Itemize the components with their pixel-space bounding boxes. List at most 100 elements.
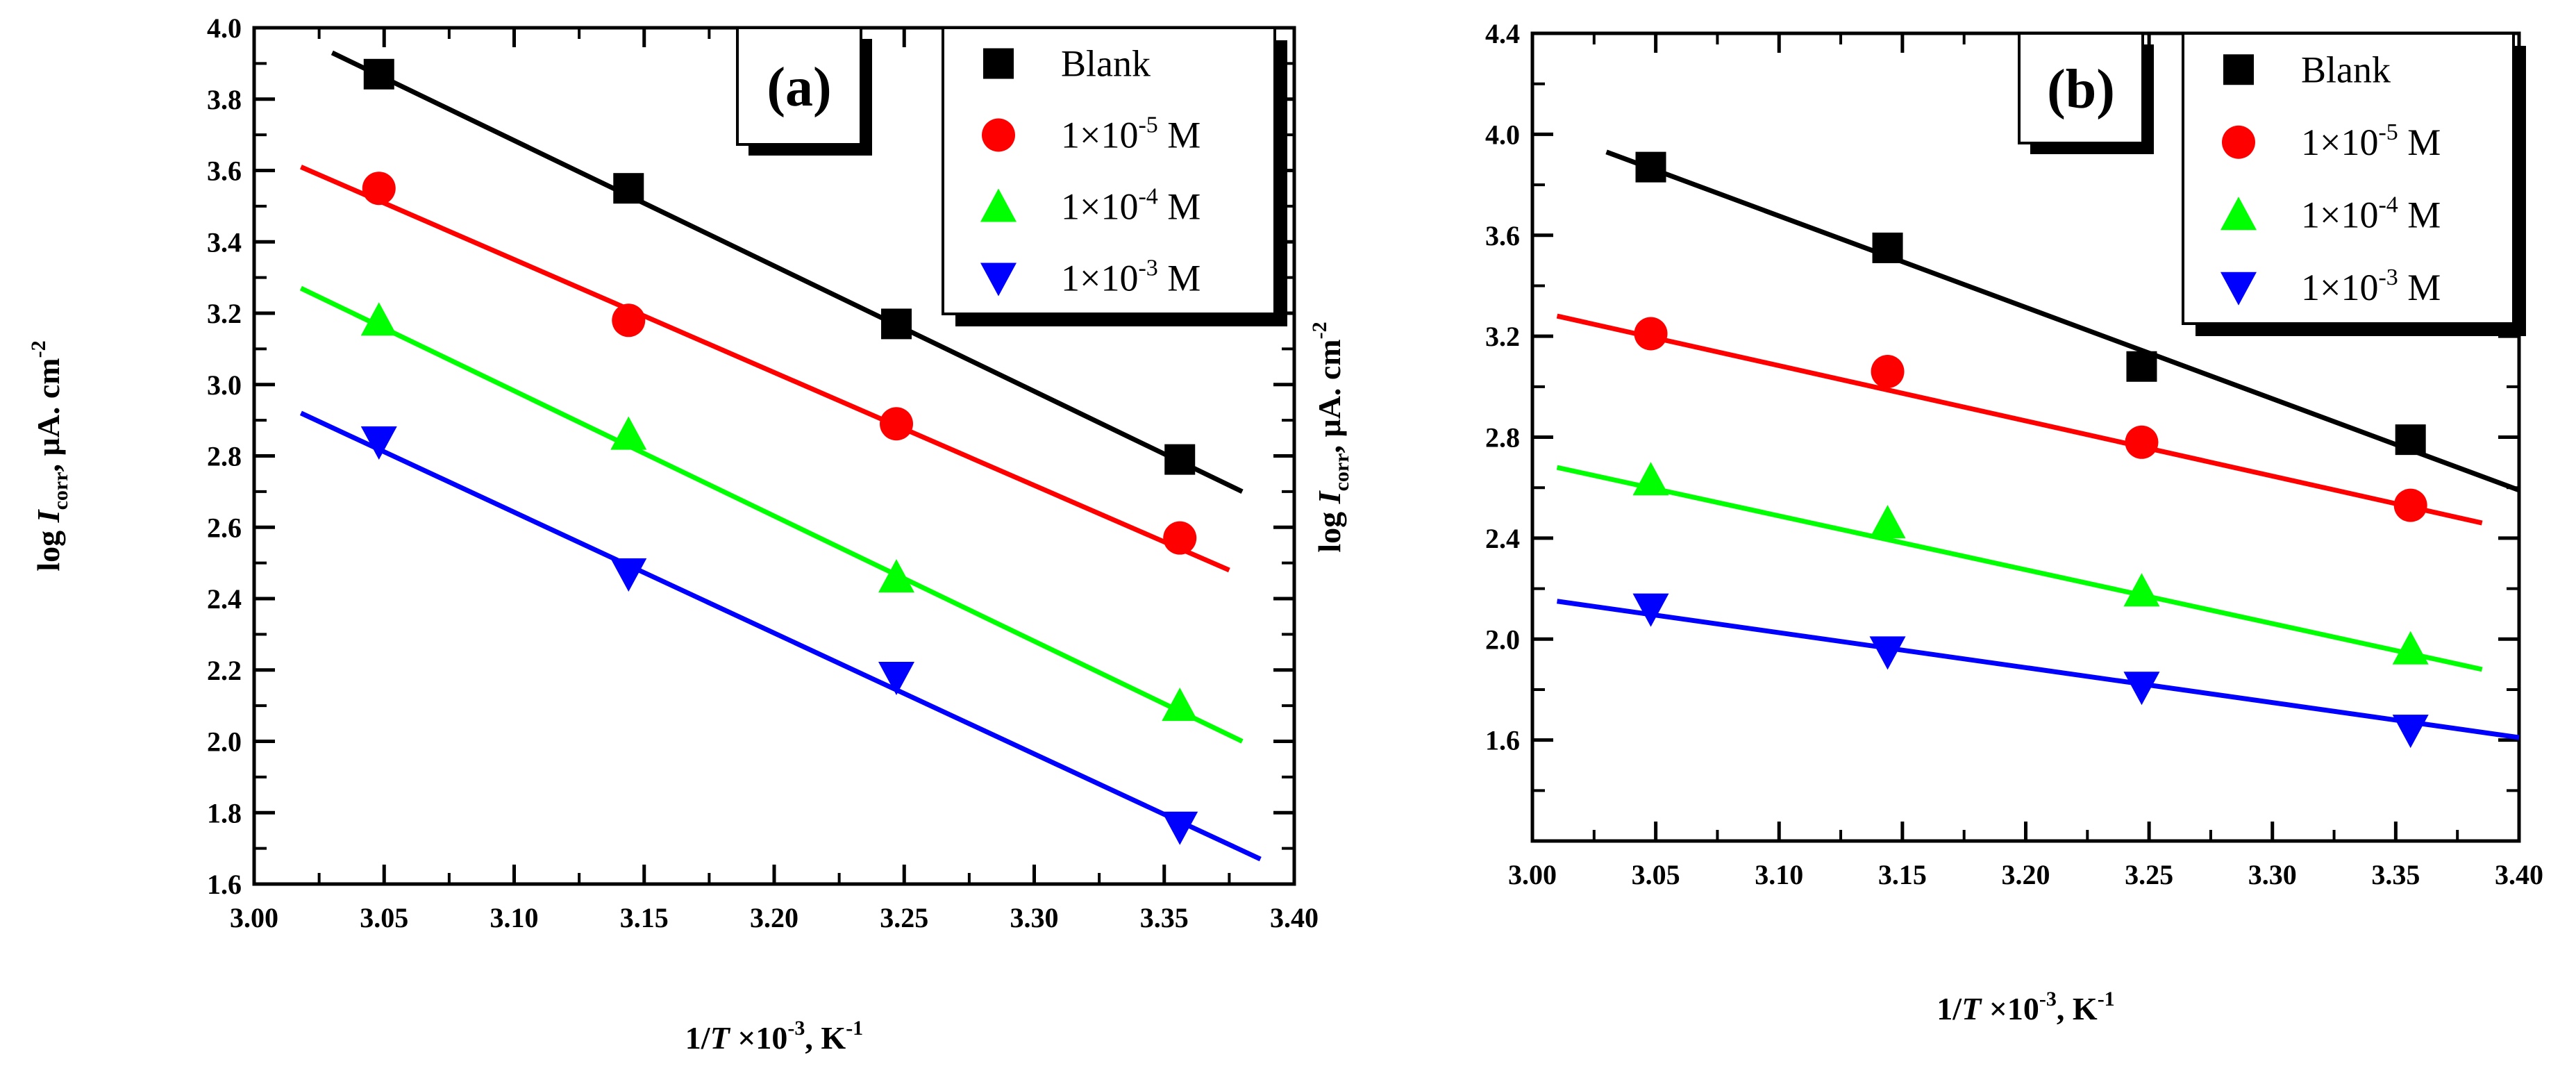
x-title-part: ×10 <box>1981 991 2039 1026</box>
legend-entry: 1×10-5 M <box>2301 119 2441 163</box>
x-tick-label: 3.00 <box>230 902 278 933</box>
legend-entry: 1×10-4 M <box>2301 192 2441 235</box>
y-title-italic: I <box>1312 490 1347 504</box>
fit-line <box>1556 465 2483 672</box>
y-tick-label: 2.4 <box>207 583 242 615</box>
y-title-part: log <box>31 522 66 571</box>
data-point <box>1869 636 1906 670</box>
legend-entry-unit: M <box>2398 194 2441 235</box>
y-tick-label: 3.2 <box>1485 321 1520 352</box>
x-tick-label: 3.40 <box>2495 859 2543 890</box>
series-1-10-4-m <box>1556 462 2483 672</box>
legend-entry: 1×10-4 M <box>1061 184 1201 228</box>
x-tick-label: 3.20 <box>750 902 798 933</box>
data-point <box>2392 631 2429 665</box>
fit-line <box>1605 149 2520 493</box>
x-title-sup: -1 <box>2098 988 2115 1010</box>
legend-marker <box>980 188 1017 222</box>
legend-entry-base: 1×10 <box>2301 194 2378 235</box>
x-tick-label: 3.15 <box>620 902 669 933</box>
y-tick-label: 2.6 <box>207 512 242 543</box>
y-tick-label: 1.6 <box>1485 725 1520 756</box>
x-axis-title: 1/T ×10-3, K-1 <box>1937 988 2114 1026</box>
legend-entry: Blank <box>1061 43 1151 85</box>
data-point <box>1162 811 1198 845</box>
x-title-italic: T <box>1962 991 1982 1026</box>
legend-entry-base: 1×10 <box>1061 115 1138 156</box>
legend-marker <box>983 48 1014 79</box>
y-tick-label: 2.8 <box>207 441 242 472</box>
data-point <box>363 58 394 90</box>
fit-line <box>299 410 1262 862</box>
y-tick-label: 3.6 <box>207 156 242 187</box>
legend-entry-exp: -5 <box>1138 113 1157 138</box>
legend-entry: 1×10-3 M <box>1061 256 1201 299</box>
legend-entry-exp: -4 <box>2378 192 2398 217</box>
data-point <box>610 558 647 592</box>
data-point <box>2123 573 2160 607</box>
y-tick-label: 2.0 <box>207 726 242 758</box>
legend-entry-exp: -4 <box>1138 184 1157 210</box>
legend-entry: Blank <box>2301 49 2391 90</box>
y-title-part: log <box>1312 503 1347 552</box>
y-tick-label: 1.6 <box>207 869 242 900</box>
legend-marker <box>2223 54 2254 85</box>
series-1-10-4-m <box>299 285 1244 744</box>
y-tick-label: 2.0 <box>1485 624 1520 655</box>
x-tick-label: 3.05 <box>1632 859 1680 890</box>
x-tick-label: 3.05 <box>360 902 408 933</box>
panel-tag-box <box>736 26 862 146</box>
x-tick-label: 3.35 <box>1140 902 1189 933</box>
chart-panel-b: 3.00 3.05 3.10 3.15 3.20 3.25 3.30 3.35 3.40 1.6 2… <box>1308 18 2543 1026</box>
chart-panel-a: 3.00 3.05 3.10 3.15 3.20 3.25 3.30 3.35 3.40 1.6 1… <box>27 13 1319 1056</box>
legend-entry-exp: -3 <box>1138 256 1157 281</box>
data-point <box>2125 425 2159 459</box>
legend-entry-unit: M <box>1158 258 1201 299</box>
legend-entry-exp: -5 <box>2378 119 2398 145</box>
data-point <box>613 173 644 204</box>
panel-tag-label: (a) <box>767 57 831 118</box>
x-tick-label: 3.25 <box>2125 859 2173 890</box>
series-1-10-3-m <box>1557 593 2520 749</box>
data-point <box>362 172 396 206</box>
data-point <box>2395 424 2426 456</box>
legend-entry-exp: -3 <box>2378 265 2398 290</box>
y-title-sub: corr <box>1330 453 1353 491</box>
x-tick-label: 3.20 <box>2002 859 2050 890</box>
data-point <box>1635 151 1666 183</box>
panel-tag-box <box>2018 32 2144 144</box>
data-point <box>2393 488 2427 522</box>
data-point <box>2123 672 2160 706</box>
y-tick-label: 3.2 <box>207 298 242 329</box>
legend-marker <box>2222 125 2255 159</box>
x-title-part: , K <box>2057 991 2098 1026</box>
y-tick-label: 3.6 <box>1485 220 1520 251</box>
data-point <box>2392 715 2429 749</box>
x-title-sup: -3 <box>787 1017 805 1040</box>
y-axis-title: log Icorr, μA. cm-2 <box>1308 322 1353 552</box>
y-tick-label: 4.0 <box>207 13 242 44</box>
data-point <box>1163 521 1197 555</box>
x-tick-label: 3.25 <box>880 902 928 933</box>
y-tick-label: 2.4 <box>1485 523 1520 554</box>
legend-entry-base: 1×10 <box>2301 122 2378 163</box>
data-point <box>881 308 912 340</box>
y-title-sup: -2 <box>27 340 50 358</box>
legend-entry-unit: M <box>2398 122 2441 163</box>
data-point <box>1871 355 1905 389</box>
data-point <box>878 662 915 696</box>
legend-marker <box>982 118 1015 152</box>
y-title-part: , μA. cm <box>1312 339 1347 453</box>
x-tick-label: 3.40 <box>1270 902 1319 933</box>
data-point <box>1162 688 1198 722</box>
data-point <box>1164 444 1196 475</box>
legend-entry-unit: M <box>2398 267 2441 308</box>
legend-entry-unit: M <box>1158 186 1201 228</box>
x-axis-title: 1/T ×10-3, K-1 <box>685 1017 863 1056</box>
x-tick-label: 3.30 <box>2248 859 2297 890</box>
legend-entry-unit: M <box>1158 115 1201 156</box>
data-point <box>612 303 646 338</box>
y-tick-label: 2.8 <box>1485 422 1520 453</box>
y-tick-label: 2.2 <box>207 655 242 686</box>
fit-line <box>300 165 1230 573</box>
